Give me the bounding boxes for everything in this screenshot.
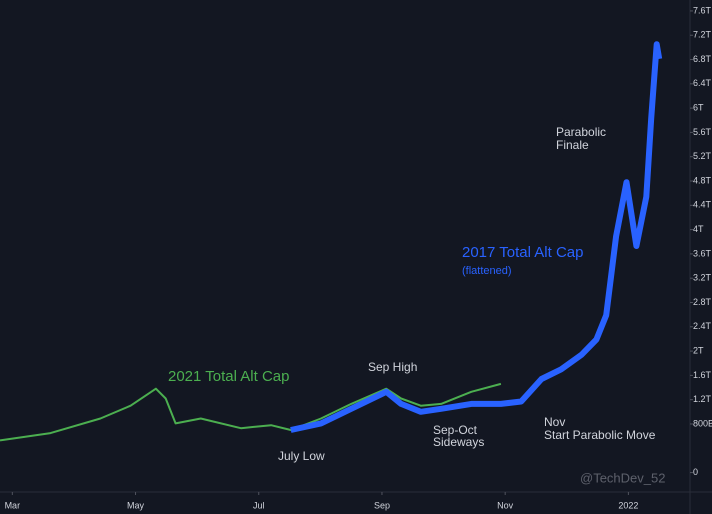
annotation: Parabolic — [556, 125, 606, 139]
series-label: 2017 Total Alt Cap — [462, 244, 583, 261]
x-tick-label: Nov — [497, 500, 514, 510]
annotation: Sideways — [433, 435, 484, 449]
y-tick-label: 7.6T — [693, 5, 712, 15]
y-tick-label: 1.2T — [693, 394, 712, 404]
x-tick-label: Sep — [374, 500, 390, 510]
y-tick-label: 4T — [693, 224, 704, 234]
y-tick-label: 2.8T — [693, 297, 712, 307]
annotation: Finale — [556, 138, 589, 152]
watermark: @TechDev_52 — [580, 470, 665, 485]
y-tick-label: 3.6T — [693, 248, 712, 258]
y-tick-label: 5.2T — [693, 151, 712, 161]
series-line — [0, 382, 502, 442]
y-tick-label: 5.6T — [693, 127, 712, 137]
y-tick-label: 0 — [693, 467, 698, 477]
x-tick-label: Jul — [253, 500, 265, 510]
annotation: Sep-Oct — [433, 423, 478, 437]
series-label: 2021 Total Alt Cap — [168, 368, 289, 385]
annotation: Sep High — [368, 360, 417, 374]
y-tick-label: 1.6T — [693, 370, 712, 380]
y-tick-label: 6.4T — [693, 78, 712, 88]
series-line — [290, 41, 663, 433]
y-tick-label: 2T — [693, 345, 704, 355]
y-tick-label: 4.8T — [693, 175, 712, 185]
annotation: Nov — [544, 415, 565, 429]
annotation: Start Parabolic Move — [544, 428, 656, 442]
y-tick-label: 3.2T — [693, 273, 712, 283]
y-tick-label: 6.8T — [693, 54, 712, 64]
subtitle: (flattened) — [462, 265, 512, 277]
y-tick-label: 800B — [693, 418, 712, 428]
annotation: July Low — [278, 449, 325, 463]
x-tick-label: 2022 — [618, 500, 638, 510]
y-tick-label: 4.4T — [693, 200, 712, 210]
x-tick-label: Mar — [5, 500, 21, 510]
y-tick-label: 7.2T — [693, 30, 712, 40]
y-tick-label: 6T — [693, 102, 704, 112]
x-tick-label: May — [127, 500, 145, 510]
y-tick-label: 2.4T — [693, 321, 712, 331]
